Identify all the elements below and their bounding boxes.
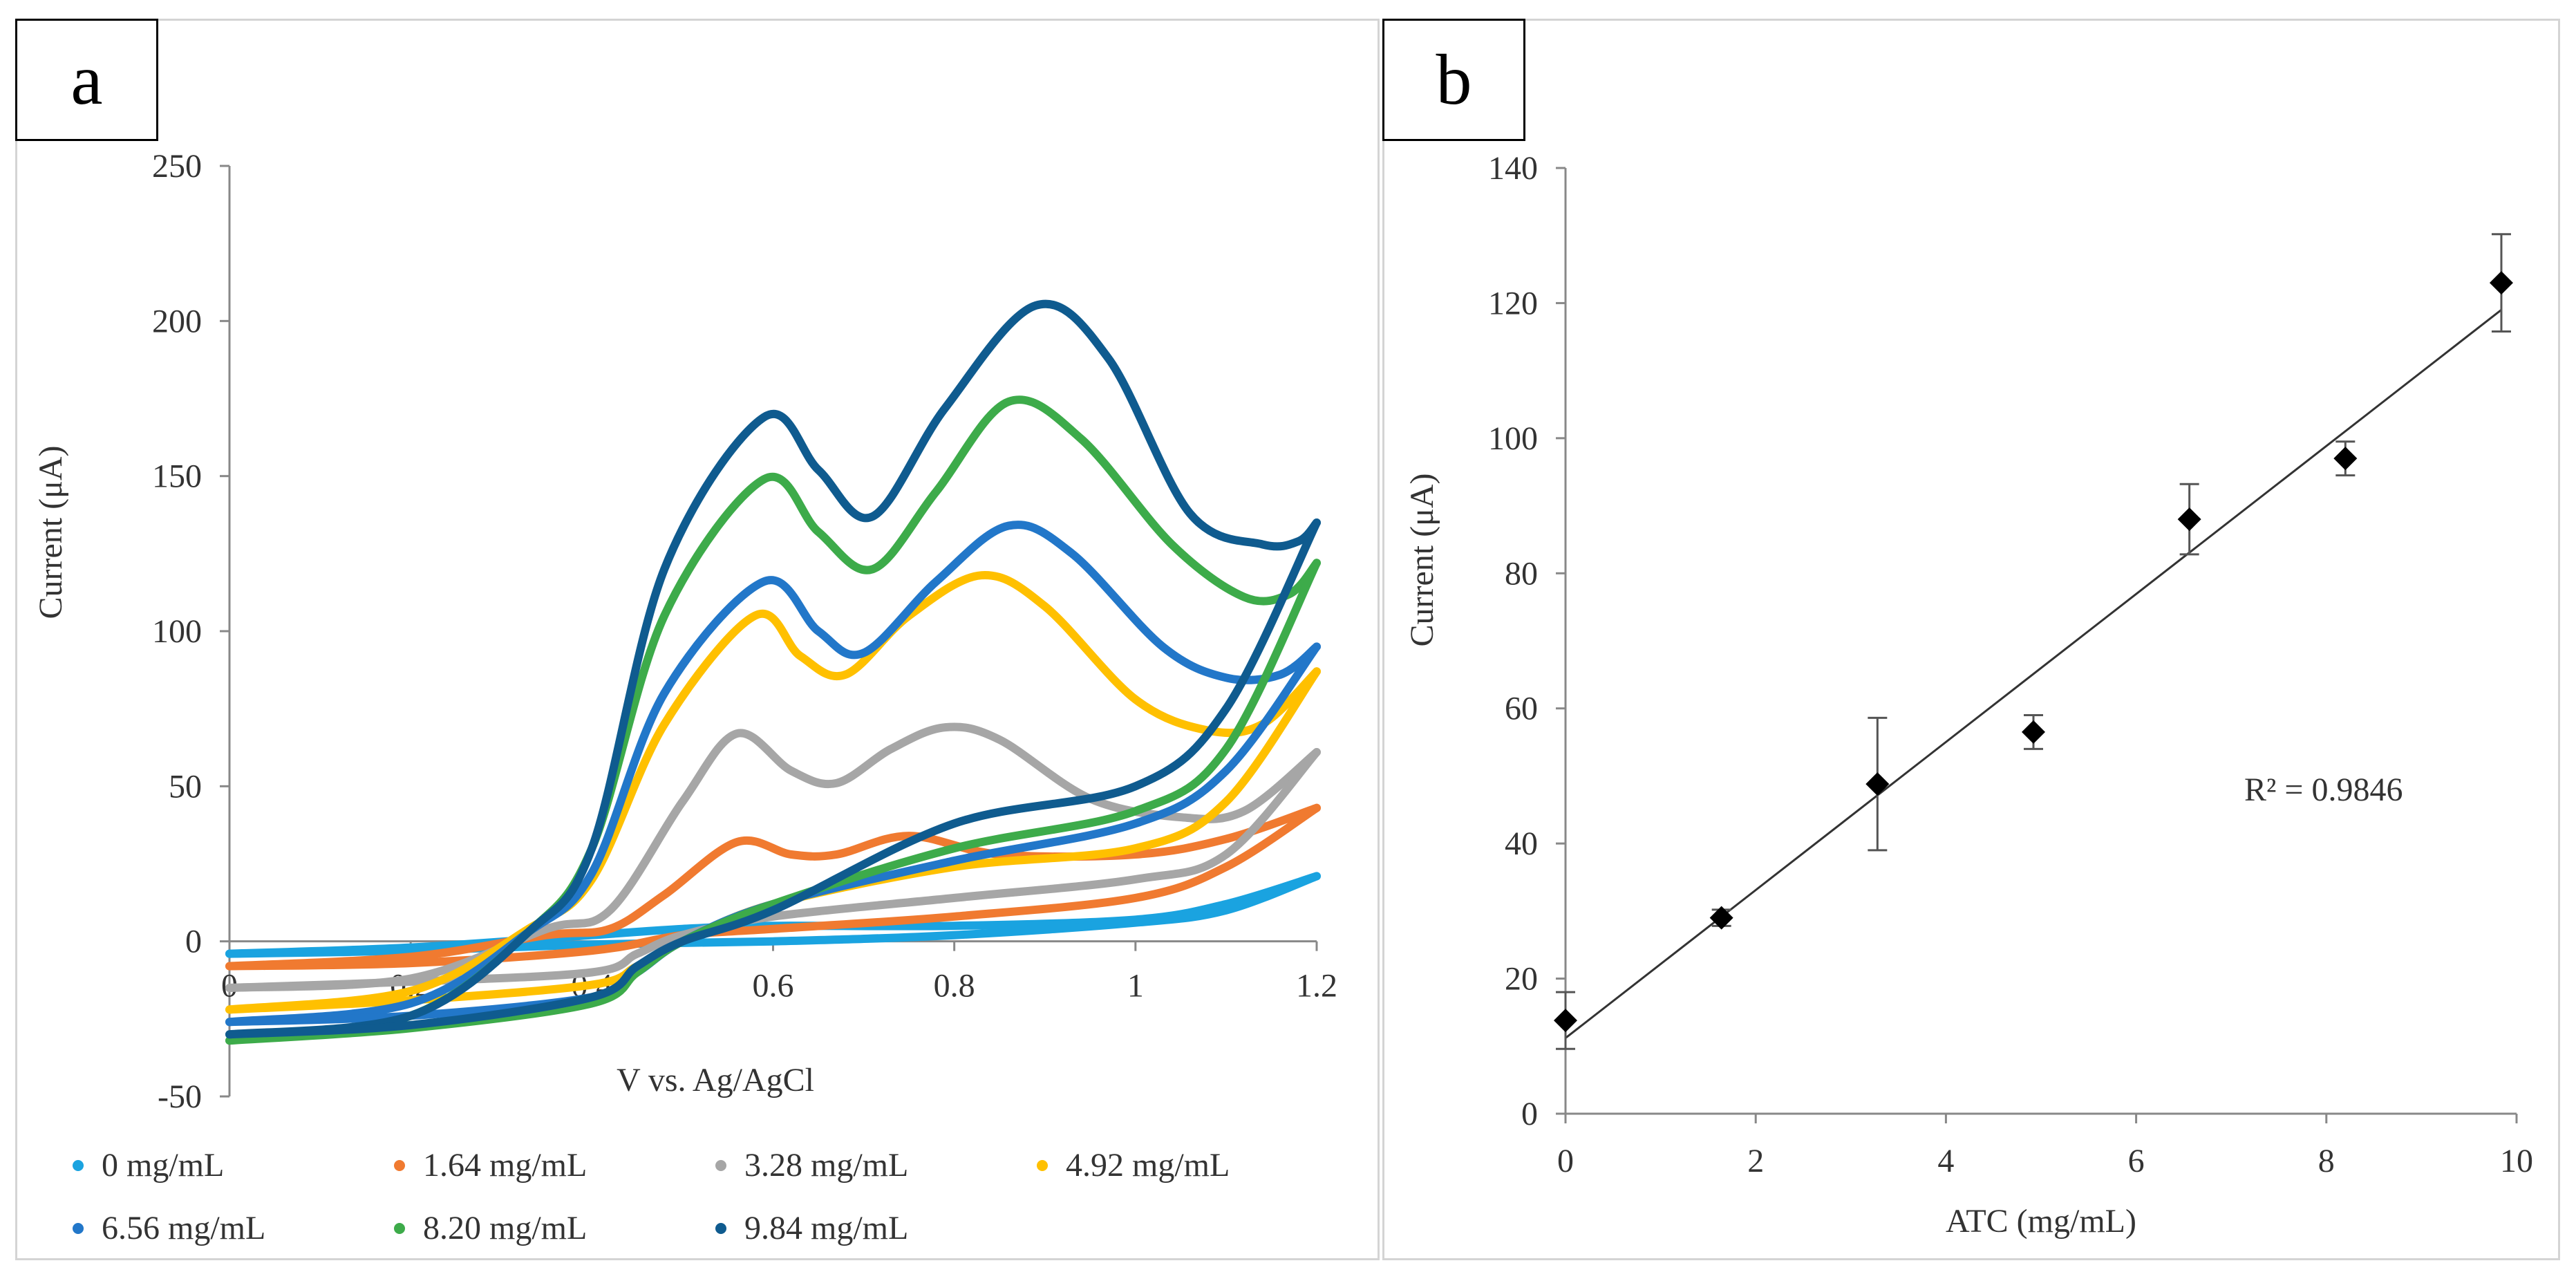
data-point <box>2177 483 2201 556</box>
x-tick-label: 10 <box>2500 1143 2533 1179</box>
y-tick-label: -50 <box>158 1078 202 1115</box>
diamond-marker <box>2489 271 2513 295</box>
y-tick-label: 140 <box>1488 150 1538 187</box>
legend-label: 4.92 mg/mL <box>1066 1147 1230 1184</box>
data-point <box>1554 991 1577 1050</box>
series-reverse-scan <box>225 872 1321 958</box>
trendline <box>1565 309 2502 1039</box>
series-forward-scan <box>225 803 1321 971</box>
y-tick-label: 80 <box>1505 555 1538 592</box>
legend-label: 3.28 mg/mL <box>744 1147 909 1184</box>
y-tick-label: 200 <box>152 303 202 339</box>
legend-item: 8.20 mg/mL <box>394 1209 715 1247</box>
legend-item: 3.28 mg/mL <box>715 1146 1037 1184</box>
y-tick-label: 20 <box>1505 961 1538 998</box>
series-reverse-scan <box>225 803 1321 971</box>
legend-item: 1.64 mg/mL <box>394 1146 715 1184</box>
diamond-marker <box>1709 906 1733 930</box>
y-tick-label: 40 <box>1505 825 1538 862</box>
x-tick-label: 0.6 <box>753 968 794 1004</box>
diamond-marker <box>1554 1009 1577 1033</box>
legend-marker <box>715 1159 726 1171</box>
y-tick-label: 150 <box>152 458 202 495</box>
legend-marker <box>394 1222 405 1234</box>
x-tick-label: 1.2 <box>1296 968 1337 1004</box>
diamond-marker <box>1865 772 1890 796</box>
cv-legend: 0 mg/mL 1.64 mg/mL 3.28 mg/mL 4.92 mg/mL 6.5… <box>73 1146 1358 1247</box>
y-tick-label: 120 <box>1488 285 1538 321</box>
r-squared-annotation: R² = 0.9846 <box>2244 772 2403 808</box>
y-tick-label: 250 <box>152 148 202 185</box>
series-forward-scan <box>225 299 1321 1039</box>
y-tick-label: 0 <box>185 924 202 960</box>
diamond-marker <box>2177 507 2201 532</box>
legend-marker <box>73 1222 84 1234</box>
diamond-marker <box>2021 720 2045 744</box>
x-axis-title: V vs. Ag/AgCl <box>617 1062 814 1098</box>
x-tick-label: 6 <box>2128 1143 2145 1179</box>
y-tick-label: 60 <box>1505 691 1538 727</box>
panel-b-label: b <box>1382 19 1525 141</box>
legend-label: 6.56 mg/mL <box>102 1210 266 1246</box>
legend-item: 4.92 mg/mL <box>1037 1146 1358 1184</box>
legend-marker <box>715 1222 726 1234</box>
series-1-64-mg-mL <box>225 803 1321 971</box>
series-reverse-scan <box>225 518 1321 1039</box>
y-tick-label: 100 <box>152 613 202 650</box>
x-tick-label: 1 <box>1127 968 1144 1004</box>
data-point <box>2489 233 2513 333</box>
legend-item: 9.84 mg/mL <box>715 1209 1037 1247</box>
panel-a-label: a <box>15 19 158 141</box>
x-tick-label: 4 <box>1937 1143 1954 1179</box>
legend-label: 9.84 mg/mL <box>744 1210 909 1246</box>
panel-b: b 0 20 40 60 80 100 120 140 0 2 4 6 8 10 ATC (mg/mL) Cu… <box>1382 19 2560 1260</box>
y-axis-title: Current (μA) <box>32 446 69 619</box>
x-tick-label: 2 <box>1747 1143 1764 1179</box>
series-9-84-mg-mL <box>225 299 1321 1039</box>
legend-item: 0 mg/mL <box>73 1146 394 1184</box>
data-point <box>2333 440 2358 477</box>
legend-label: 0 mg/mL <box>102 1147 225 1184</box>
legend-item: 6.56 mg/mL <box>73 1209 394 1247</box>
legend-label: 1.64 mg/mL <box>423 1147 587 1184</box>
y-tick-label: 50 <box>169 768 202 805</box>
legend-marker <box>394 1159 405 1171</box>
data-point <box>1865 716 1890 852</box>
diamond-marker <box>2333 447 2358 471</box>
data-point <box>1709 906 1733 930</box>
panel-a: a -50 0 50 100 150 200 250 0 0.2 0.4 0.6 0.8 1 1.2 V v… <box>15 19 1380 1260</box>
y-tick-label: 0 <box>1521 1096 1538 1132</box>
data-point <box>2021 713 2045 750</box>
calibration-chart: 0 20 40 60 80 100 120 140 0 2 4 6 8 10 ATC (mg/mL) Curr… <box>1404 150 2533 1240</box>
legend-marker <box>1037 1159 1048 1171</box>
y-tick-label: 100 <box>1488 420 1538 457</box>
y-axis-title: Current (μA) <box>1404 474 1440 647</box>
x-tick-label: 0 <box>1557 1143 1574 1179</box>
x-tick-label: 0.8 <box>934 968 975 1004</box>
x-tick-label: 8 <box>2318 1143 2335 1179</box>
legend-marker <box>73 1159 84 1171</box>
x-axis-title: ATC (mg/mL) <box>1946 1203 2136 1240</box>
legend-label: 8.20 mg/mL <box>423 1210 587 1246</box>
